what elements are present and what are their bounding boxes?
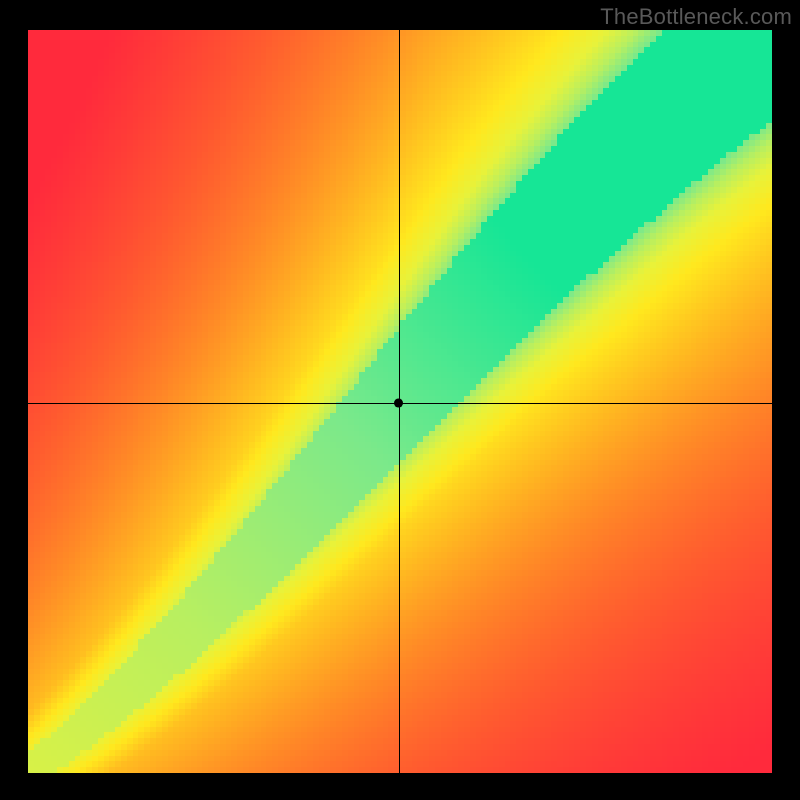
watermark-text: TheBottleneck.com	[600, 4, 792, 30]
bottleneck-heatmap	[28, 30, 772, 773]
chart-container: TheBottleneck.com	[0, 0, 800, 800]
